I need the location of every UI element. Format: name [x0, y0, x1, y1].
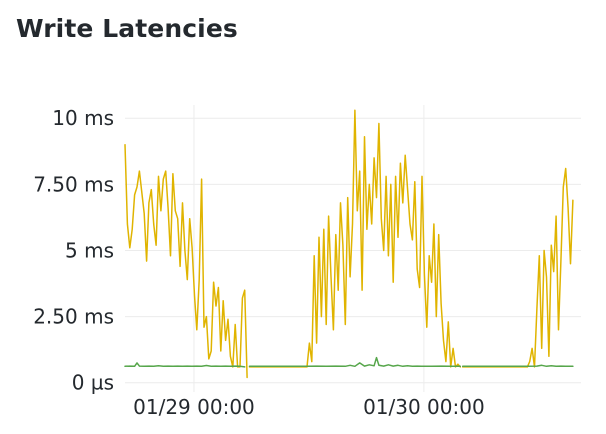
- series-0-line[interactable]: [124, 109, 574, 379]
- series-1-line[interactable]: [124, 356, 574, 368]
- y-tick-label: 5 ms: [65, 238, 114, 262]
- x-axis: 01/29 00:00 01/30 00:00: [133, 395, 485, 419]
- y-axis: 10 ms 7.50 ms 5 ms 2.50 ms 0 µs: [33, 106, 114, 395]
- x-tick-label: 01/29 00:00: [133, 395, 255, 419]
- series-group[interactable]: [124, 109, 574, 379]
- grid: [125, 105, 581, 392]
- y-tick-label: 0 µs: [72, 371, 114, 395]
- y-tick-label: 7.50 ms: [33, 172, 114, 196]
- x-tick-label: 01/30 00:00: [363, 395, 485, 419]
- y-tick-label: 10 ms: [52, 106, 114, 130]
- panel-title: Write Latencies: [16, 14, 238, 43]
- y-tick-label: 2.50 ms: [33, 305, 114, 329]
